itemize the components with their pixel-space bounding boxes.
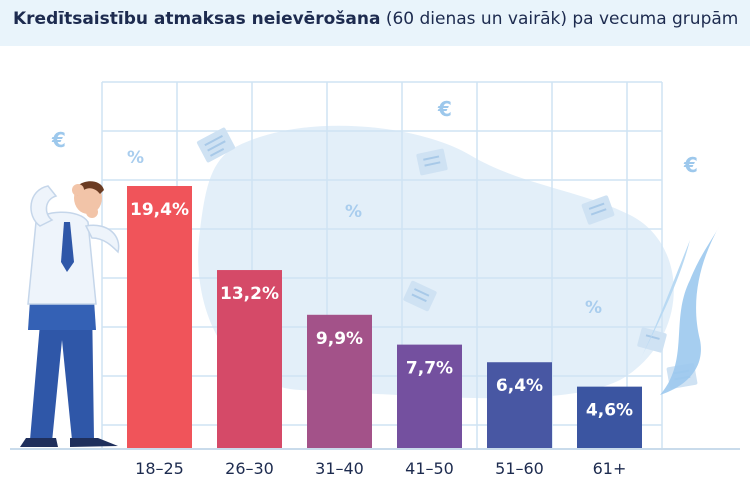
document-icon [581, 195, 615, 225]
svg-text:€: € [437, 97, 452, 121]
stressed-businessman [20, 181, 120, 447]
svg-text:€: € [683, 153, 698, 177]
bars [127, 186, 642, 449]
svg-text:€: € [51, 128, 66, 152]
chart-title-rest: (60 dienas un vairāk) pa vecuma grupām [380, 9, 739, 29]
document-icon [416, 148, 448, 176]
percent-icon: % [345, 202, 362, 222]
bar-value-label: 6,4% [496, 376, 543, 396]
euro-icon: € [51, 128, 66, 152]
euro-icon: € [437, 97, 452, 121]
category-labels: 18–25 26–30 31–40 41–50 51–60 61+ [135, 459, 626, 478]
bar-value-label: 4,6% [586, 401, 633, 421]
document-icon [637, 327, 667, 353]
wave-decoration [660, 225, 720, 395]
category-label: 51–60 [495, 459, 544, 478]
bar-2 [217, 270, 282, 449]
bar-4 [397, 344, 462, 449]
category-label: 41–50 [405, 459, 454, 478]
bar-value-label: 19,4% [130, 200, 189, 220]
document-icon [403, 280, 437, 312]
percent-icon: % [127, 148, 144, 168]
bar-value-label: 7,7% [406, 359, 453, 379]
percent-icon: % [585, 298, 602, 318]
bar-1 [127, 186, 192, 449]
bar-value-label: 13,2% [220, 284, 279, 304]
chart-title-bold: Kredītsaistību atmaksas neievērošana [13, 9, 381, 29]
bar-value-label: 9,9% [316, 329, 363, 349]
chart-grid [101, 81, 663, 449]
category-label: 18–25 [135, 459, 184, 478]
category-label: 26–30 [225, 459, 274, 478]
document-icon [196, 127, 236, 163]
chart-title: Kredītsaistību atmaksas neievērošana (60… [13, 9, 738, 29]
category-label: 31–40 [315, 459, 364, 478]
bar-3 [307, 314, 372, 449]
bar-6 [577, 386, 642, 449]
title-bar: Kredītsaistību atmaksas neievērošana (60… [0, 0, 750, 46]
bar-5 [487, 362, 552, 449]
euro-icon: € [683, 153, 698, 177]
category-label: 61+ [593, 459, 627, 478]
value-labels: 19,4% 13,2% 9,9% 7,7% 6,4% 4,6% [130, 200, 633, 421]
